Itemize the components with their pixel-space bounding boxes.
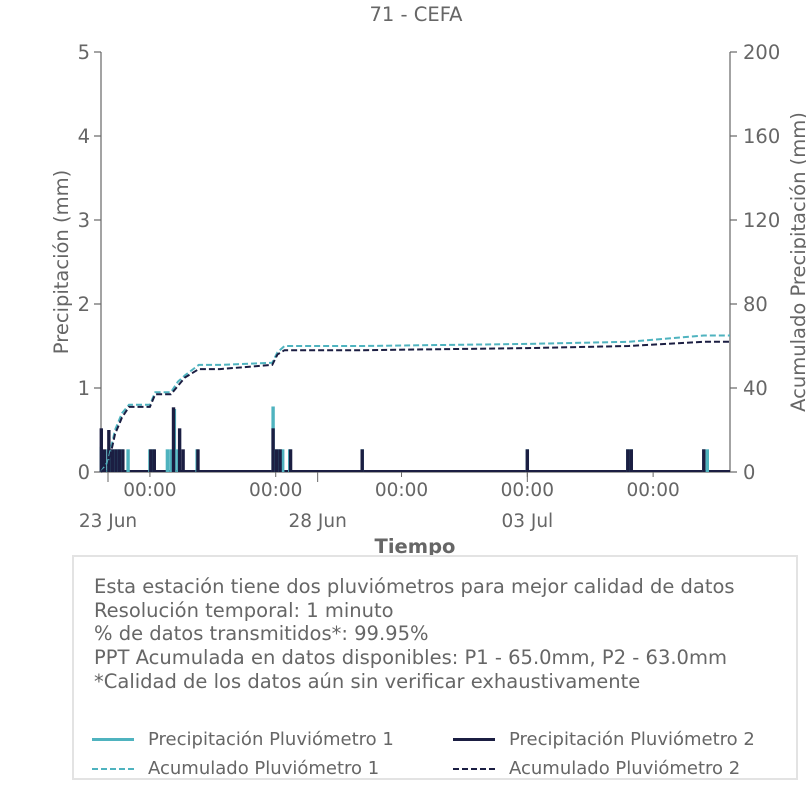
y-right-tick-label: 80 [743, 293, 768, 316]
y-right-tick-label: 40 [743, 377, 768, 400]
legend: Precipitación Pluviómetro 1 Precipitació… [92, 729, 792, 789]
p2-bar [274, 449, 279, 472]
y-right-tick-label: 200 [743, 41, 780, 64]
p2-bar [196, 449, 200, 472]
x-hour-tick-label: 00:00 [626, 480, 679, 501]
legend-swatch-dashed-teal [92, 767, 134, 770]
p2-bar [360, 449, 364, 472]
p1-bar [165, 449, 170, 472]
x-hour-tick-label: 00:00 [501, 480, 554, 501]
p2-bar [171, 407, 176, 472]
info-box: Esta estación tiene dos pluviómetros par… [72, 555, 798, 780]
y-left-tick-label: 4 [78, 125, 90, 148]
p2-bar [110, 449, 115, 472]
y-axis-left-label: Precipitación (mm) [50, 170, 73, 354]
info-line-resolution: Resolución temporal: 1 minuto [94, 598, 394, 622]
x-day-tick-label: 28 Jun [288, 511, 346, 532]
p1-bar [169, 449, 173, 472]
legend-label: Precipitación Pluviómetro 1 [148, 729, 394, 750]
y-left-tick-label: 1 [78, 377, 90, 400]
p2-bar [152, 449, 156, 472]
x-day-tick-label: 03 Jul [501, 511, 553, 532]
x-hour-tick-label: 00:00 [123, 480, 176, 501]
y-right-tick-label: 120 [743, 209, 780, 232]
p2-bar [181, 449, 185, 472]
legend-swatch-dashed-navy [453, 767, 495, 770]
x-hour-tick-label: 00:00 [375, 480, 428, 501]
legend-item-acc1: Acumulado Pluviómetro 1 [92, 758, 379, 779]
p2-bar [525, 449, 530, 472]
chart-title: 71 - CEFA [370, 3, 464, 26]
y-left-tick-label: 3 [78, 209, 90, 232]
legend-swatch-solid-teal [92, 738, 134, 741]
p2-bar [629, 449, 633, 472]
x-axis-label: Tiempo [375, 535, 456, 558]
p2-bar [177, 428, 182, 472]
p2-bar [107, 430, 111, 472]
info-line-transmitted: % de datos transmitidos*: 99.95% [94, 622, 429, 646]
legend-item-p1: Precipitación Pluviómetro 1 [92, 729, 394, 750]
p2-bar [99, 428, 103, 472]
p1-bar [126, 449, 130, 472]
p1-bar [281, 449, 285, 472]
p1-bar [705, 449, 709, 472]
legend-label: Acumulado Pluviómetro 2 [509, 758, 741, 779]
p2-bar [271, 428, 275, 472]
p1-bar [176, 449, 180, 472]
p2-bar [702, 449, 706, 472]
x-day-tick-label: 23 Jun [79, 511, 137, 532]
acc1-line [100, 334, 730, 473]
y-axis-right-label: Acumulado Precipitación (mm) [787, 112, 806, 412]
y-left-tick-label: 5 [78, 41, 90, 64]
legend-item-acc2: Acumulado Pluviómetro 2 [453, 758, 740, 779]
legend-label: Acumulado Pluviómetro 1 [148, 758, 380, 779]
p2-bar [288, 449, 293, 472]
p2-bar [114, 449, 118, 472]
info-line-stations: Esta estación tiene dos pluviómetros par… [94, 575, 735, 598]
precipitation-bars [99, 406, 730, 472]
y-left-tick-label: 2 [78, 293, 90, 316]
info-lines: Esta estación tiene dos pluviómetros par… [94, 575, 735, 694]
acc2-line [100, 340, 730, 473]
y-right-tick-label: 0 [743, 461, 755, 484]
x-hour-tick-label: 00:00 [249, 480, 302, 501]
legend-swatch-solid-navy [453, 738, 495, 741]
p2-bar [278, 449, 282, 472]
p2-bar [149, 449, 153, 472]
legend-item-p2: Precipitación Pluviómetro 2 [453, 729, 755, 750]
accumulated-lines [100, 334, 730, 473]
p2-bar [102, 449, 107, 472]
info-line-quality-note: *Calidad de los datos aún sin verificar … [94, 669, 641, 693]
y-left-tick-label: 0 [78, 461, 90, 484]
legend-label: Precipitación Pluviómetro 2 [509, 729, 755, 750]
chart: 71 - CEFA 0 1 2 3 4 5 0 40 80 120 160 200 00:00 00:00… [50, 3, 806, 558]
p2-bar [121, 449, 125, 472]
p2-bar [626, 449, 630, 472]
y-right-tick-label: 160 [743, 125, 780, 148]
p2-bar [117, 449, 122, 472]
axes: 0 1 2 3 4 5 0 40 80 120 160 200 00:00 00:00 00:00 00:00… [78, 41, 781, 532]
info-line-accumulated: PPT Acumulada en datos disponibles: P1 -… [94, 646, 727, 670]
